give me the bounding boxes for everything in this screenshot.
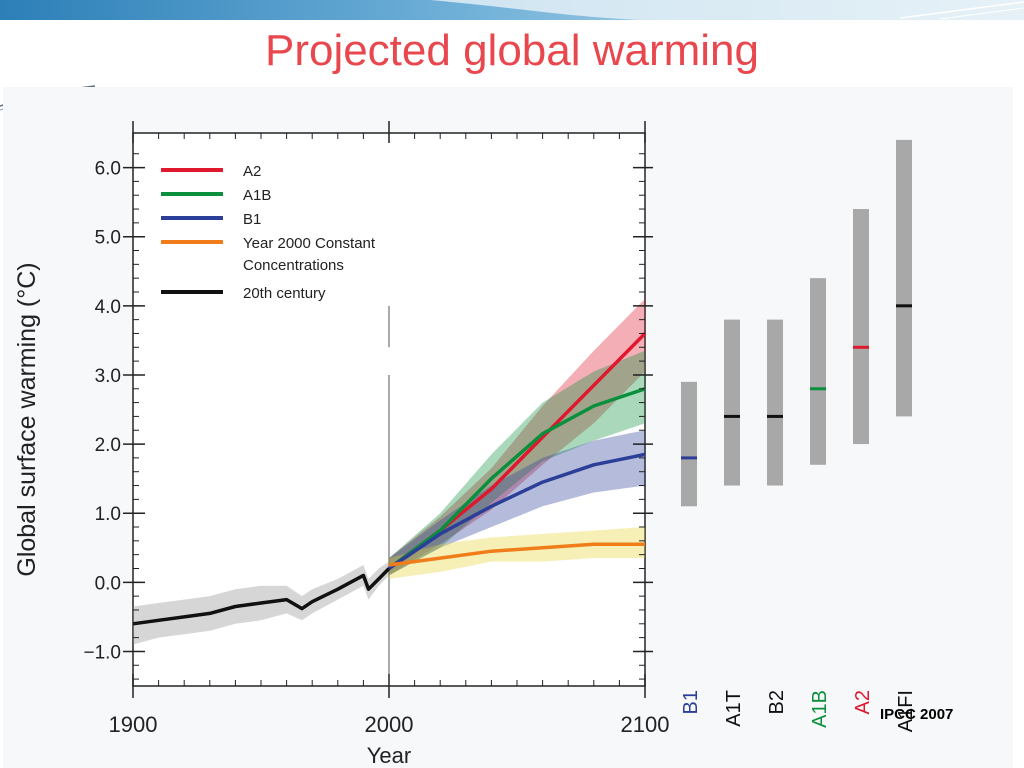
range-bar-B2	[767, 319, 783, 486]
y-axis-label: Global surface warming (°C)	[13, 262, 41, 576]
uncertainty-band-constant	[389, 527, 645, 579]
source-note: IPCC 2007	[880, 706, 954, 723]
slide-title: Projected global warming	[264, 26, 760, 75]
legend-label: A2	[243, 163, 261, 180]
figure-panel: −1.0 0.0 1.0 2.0 3.0 4.0 5.0 6.0 1900 2000 2100 Yea…	[3, 87, 1013, 768]
range-bar-B1	[681, 381, 697, 507]
y-tick-label: 0.0	[95, 573, 121, 594]
warming-figure: −1.0 0.0 1.0 2.0 3.0 4.0 5.0 6.0 1900 2000 2100 Yea…	[13, 121, 917, 768]
series-line-century20	[132, 567, 391, 626]
y-tick-label: 5.0	[95, 228, 121, 249]
series-line-constant	[388, 542, 645, 567]
range-bar-label-A1B: A1B	[809, 690, 831, 728]
legend: A2 A1B B1 Year 2000 Constant Concentrations 2…	[161, 163, 376, 302]
range-bar-label-A1T: A1T	[723, 690, 745, 727]
range-bar-A1B	[810, 278, 826, 465]
range-bar-A1FI	[896, 139, 912, 417]
top-decoration-band	[0, 0, 1024, 20]
range-bar-A2	[853, 209, 869, 445]
range-bar-A1T	[724, 319, 740, 486]
range-bar-label-B1: B1	[680, 690, 702, 714]
scenario-range-bars: B1 A1T B2 A1B A2 A1FI	[680, 139, 917, 732]
x-tick-label: 2000	[365, 712, 414, 737]
legend-label: Year 2000 Constant Concentrations	[243, 235, 376, 274]
x-tick-label: 2100	[621, 712, 670, 737]
x-tick-label: 1900	[109, 712, 158, 737]
y-tick-label: 4.0	[95, 297, 121, 318]
legend-label: B1	[243, 211, 261, 228]
y-tick-label: 1.0	[95, 504, 121, 525]
legend-label: A1B	[243, 187, 271, 204]
series-line-B1	[388, 452, 646, 570]
range-bar-label-B2: B2	[766, 690, 788, 714]
range-bar-label-A1FI: A1FI	[895, 690, 917, 732]
y-tick-label: 2.0	[95, 435, 121, 456]
legend-label: 20th century	[243, 285, 326, 302]
series-line-A1B	[387, 387, 646, 570]
x-axis-label: Year	[367, 743, 411, 768]
range-bar-label-A2: A2	[852, 690, 874, 714]
y-tick-label: 3.0	[95, 366, 121, 387]
y-tick-label: 6.0	[95, 159, 121, 180]
uncertainty-band-B1	[389, 430, 645, 576]
uncertainty-band-A2	[389, 298, 645, 576]
y-tick-label: −1.0	[83, 642, 121, 663]
